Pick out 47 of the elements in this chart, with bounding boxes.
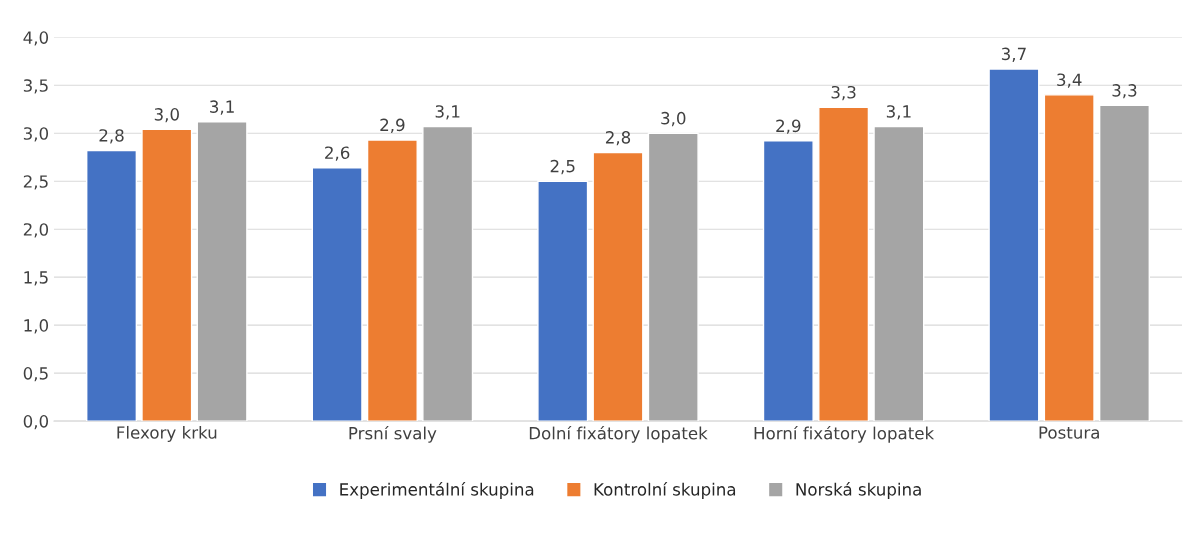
data-label: 2,8 bbox=[99, 129, 124, 144]
x-tick-label: Dolní fixátory lopatek bbox=[529, 425, 708, 443]
data-label: 2,9 bbox=[380, 118, 405, 133]
data-label: 3,1 bbox=[435, 105, 460, 120]
data-label: 3,7 bbox=[1001, 47, 1026, 62]
bar bbox=[1098, 104, 1150, 422]
y-tick-label: 4,0 bbox=[23, 31, 49, 46]
bar bbox=[366, 139, 418, 422]
data-label: 3,4 bbox=[1057, 73, 1082, 88]
legend-label: Kontrolní skupina bbox=[594, 482, 736, 499]
x-tick-label: Prsní svaly bbox=[349, 425, 437, 443]
y-tick-label: 2,0 bbox=[23, 223, 49, 238]
bar bbox=[86, 149, 138, 422]
data-label: 3,3 bbox=[1112, 84, 1137, 99]
x-tick-label: Flexory krku bbox=[117, 425, 217, 443]
x-tick-label: Postura bbox=[1039, 426, 1099, 439]
bar bbox=[762, 140, 814, 422]
data-label: 2,5 bbox=[550, 159, 575, 175]
bar bbox=[988, 68, 1040, 422]
y-tick-label: 1,0 bbox=[24, 319, 49, 334]
bar bbox=[818, 106, 870, 422]
y-tick-label: 0,0 bbox=[23, 415, 49, 430]
x-tick-label: Horní fixátory lopatek bbox=[754, 425, 935, 443]
data-label: 3,1 bbox=[210, 100, 234, 115]
legend-label: Experimentální skupina bbox=[340, 482, 534, 499]
bar bbox=[422, 125, 474, 422]
y-tick-label: 3,0 bbox=[23, 127, 49, 142]
bar bbox=[196, 121, 248, 422]
y-tick-label: 3,5 bbox=[23, 79, 48, 94]
data-label: 2,9 bbox=[776, 119, 801, 134]
legend-label: Norská skupina bbox=[796, 482, 921, 499]
bar bbox=[873, 125, 925, 422]
data-label: 3,3 bbox=[831, 85, 856, 101]
y-tick-label: 0,5 bbox=[23, 367, 48, 382]
bar bbox=[647, 132, 699, 422]
data-label: 3,1 bbox=[886, 105, 911, 120]
bar bbox=[141, 128, 193, 422]
data-label: 2,8 bbox=[605, 131, 631, 146]
bar bbox=[537, 180, 589, 422]
bar bbox=[311, 167, 363, 422]
y-tick-label: 2,5 bbox=[23, 175, 48, 190]
y-tick-label: 1,5 bbox=[24, 271, 48, 286]
bar bbox=[1043, 94, 1095, 422]
data-label: 2,6 bbox=[325, 146, 350, 161]
bar bbox=[592, 151, 644, 422]
data-label: 3,0 bbox=[661, 111, 686, 127]
data-label: 3,0 bbox=[154, 108, 179, 123]
